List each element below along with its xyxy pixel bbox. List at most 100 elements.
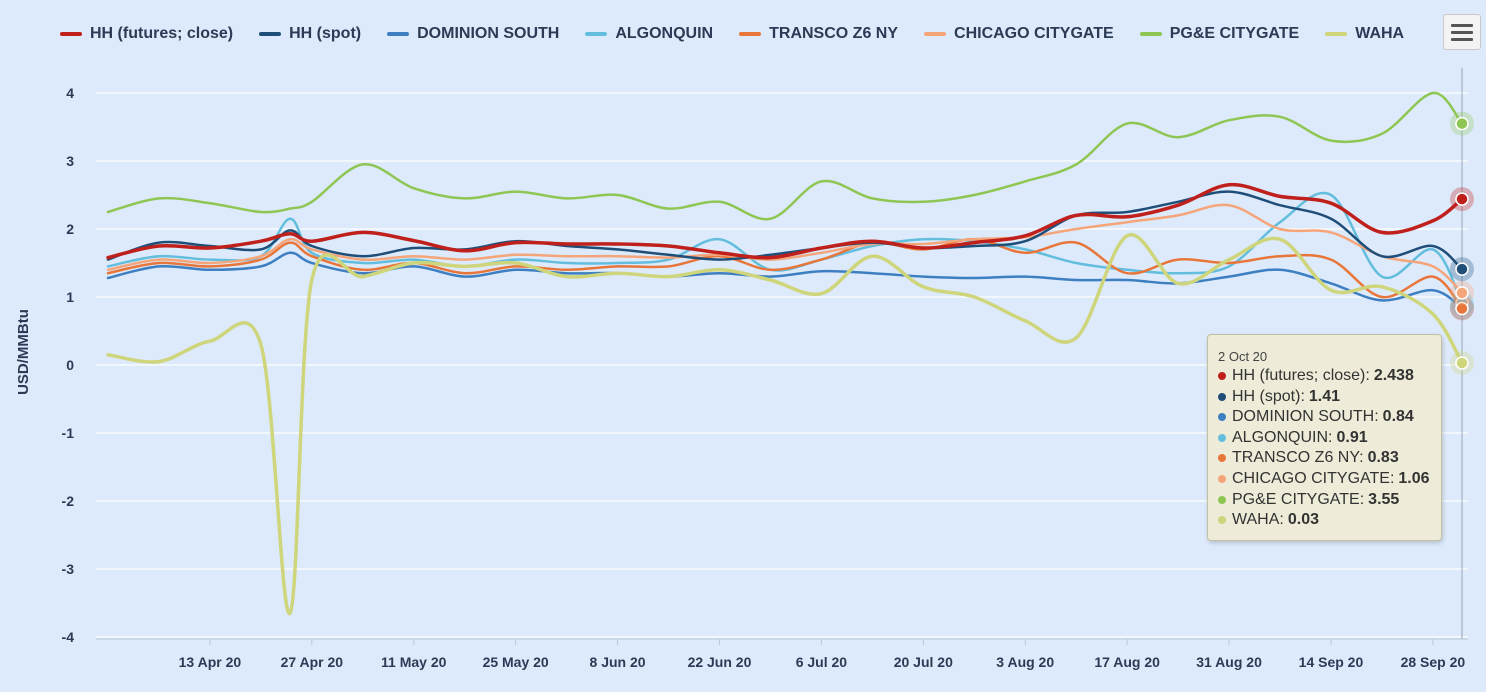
x-tick-label: 13 Apr 20 [179,654,242,670]
y-tick-label: -4 [62,629,75,645]
y-tick-label: 0 [66,357,74,373]
tooltip-date: 2 Oct 20 [1218,349,1268,364]
legend-item-hh-spot[interactable]: HH (spot) [259,25,361,43]
legend-swatch [585,32,608,36]
menu-bar [1451,23,1473,27]
legend-item-waha[interactable]: WAHA [1325,25,1404,43]
tooltip-row: DOMINION SOUTH: 0.84 [1218,408,1414,426]
x-tick-label: 20 Jul 20 [894,654,953,670]
legend-label: HH (futures; close) [90,25,234,42]
tooltip-value: 2.438 [1373,367,1414,384]
legend-swatch [1325,32,1348,36]
x-tick-label: 22 Jun 20 [688,654,752,670]
tooltip-dot [1218,372,1226,380]
tooltip-dot [1218,392,1226,401]
legend-item-chicago-citygate[interactable]: CHICAGO CITYGATE [924,25,1114,43]
x-tick-label: 28 Sep 20 [1401,654,1466,670]
tooltip-label: HH (spot): [1232,387,1305,405]
legend-label: HH (spot) [289,25,362,42]
hamburger-menu-icon[interactable] [1443,14,1481,50]
tooltip-dot [1218,413,1226,422]
series-line-chicago-citygate[interactable] [106,203,1464,295]
tooltip-label: DOMINION SOUTH: [1232,408,1379,426]
legend-item-pg-e-citygate[interactable]: PG&E CITYGATE [1139,25,1300,43]
legend-swatch [1139,32,1162,36]
legend-swatch [60,32,82,36]
tooltip-label: WAHA: [1232,511,1284,529]
tooltip-label: HH (futures; close): [1232,367,1370,384]
y-tick-label: 4 [66,85,74,101]
hover-point-chicago-citygate [1455,286,1469,300]
legend-item-algonquin[interactable]: ALGONQUIN [585,25,713,43]
menu-bar [1451,37,1473,41]
x-tick-label: 6 Jul 20 [796,654,848,670]
legend-swatch [739,32,762,36]
series-line-transco-z6-ny[interactable] [106,237,1464,310]
legend-label: DOMINION SOUTH [417,25,560,42]
y-tick-label: 3 [66,153,74,169]
x-tick-label: 3 Aug 20 [996,654,1054,670]
x-tick-label: 11 May 20 [381,654,447,670]
legend-item-dominion-south[interactable]: DOMINION SOUTH [387,25,559,43]
y-axis-title: USD/MMBtu [15,309,32,395]
tooltip-dot [1218,433,1226,442]
series-line-hh-futures-close[interactable] [106,182,1464,260]
hover-point-waha [1455,356,1469,370]
tooltip-dot [1218,495,1226,504]
chart-tooltip: 2 Oct 20 HH (futures; close): 2.438 HH (sp… [1207,334,1442,541]
x-tick-label: 14 Sep 20 [1299,654,1364,670]
tooltip-row: ALGONQUIN: 0.91 [1218,429,1368,447]
tooltip-row: HH (spot): 1.41 [1218,388,1340,406]
y-tick-label: 1 [66,289,74,305]
chart-legend: HH (futures; close) HH (spot) DOMINION SOU… [60,22,1404,46]
legend-label: ALGONQUIN [615,25,714,42]
tooltip-row: CHICAGO CITYGATE: 1.06 [1218,470,1430,488]
x-tick-label: 27 Apr 20 [281,654,344,670]
legend-swatch [259,32,282,36]
hover-point-hh-futures-close [1455,192,1469,206]
tooltip-label: ALGONQUIN: [1232,428,1333,446]
series-line-dominion-south[interactable] [106,251,1464,310]
legend-item-hh-futures-close[interactable]: HH (futures; close) [60,25,233,43]
tooltip-value: 0.91 [1336,428,1368,446]
y-tick-label: -3 [62,561,75,577]
legend-label: TRANSCO Z6 NY [769,25,899,42]
tooltip-dot [1218,454,1226,463]
tooltip-row: HH (futures; close): 2.438 [1218,367,1414,385]
legend-swatch [387,32,410,36]
tooltip-row: PG&E CITYGATE: 3.55 [1218,491,1399,509]
tooltip-value: 3.55 [1368,490,1400,508]
tooltip-dot [1218,475,1226,483]
legend-swatch [924,32,947,36]
menu-bar [1451,30,1473,34]
tooltip-dot [1218,516,1226,525]
y-tick-label: -2 [62,493,75,509]
tooltip-row: TRANSCO Z6 NY: 0.83 [1218,449,1399,467]
tooltip-value: 0.84 [1382,408,1414,426]
tooltip-value: 1.41 [1308,387,1341,405]
tooltip-row: WAHA: 0.03 [1218,511,1319,529]
x-tick-label: 31 Aug 20 [1196,654,1262,670]
tooltip-value: 0.03 [1287,511,1319,529]
legend-label: PG&E CITYGATE [1169,25,1300,42]
hover-point-transco-z6-ny [1455,301,1469,316]
x-tick-label: 8 Jun 20 [590,654,646,670]
tooltip-label: CHICAGO CITYGATE: [1232,470,1395,487]
y-tick-label: 2 [66,221,74,237]
tooltip-value: 1.06 [1398,470,1430,487]
legend-item-transco-z6-ny[interactable]: TRANSCO Z6 NY [739,25,898,43]
y-tick-label: -1 [62,425,75,441]
legend-label: WAHA [1355,25,1405,42]
series-line-pg-e-citygate[interactable] [106,91,1464,221]
legend-label: CHICAGO CITYGATE [954,25,1114,42]
series-line-waha[interactable] [106,233,1464,615]
hover-point-hh-spot [1455,262,1469,276]
tooltip-label: PG&E CITYGATE: [1232,490,1365,508]
hover-point-pg-e-citygate [1455,116,1469,131]
x-tick-label: 17 Aug 20 [1094,654,1160,670]
tooltip-value: 0.83 [1367,449,1399,467]
tooltip-label: TRANSCO Z6 NY: [1232,449,1364,467]
x-tick-label: 25 May 20 [483,654,549,670]
